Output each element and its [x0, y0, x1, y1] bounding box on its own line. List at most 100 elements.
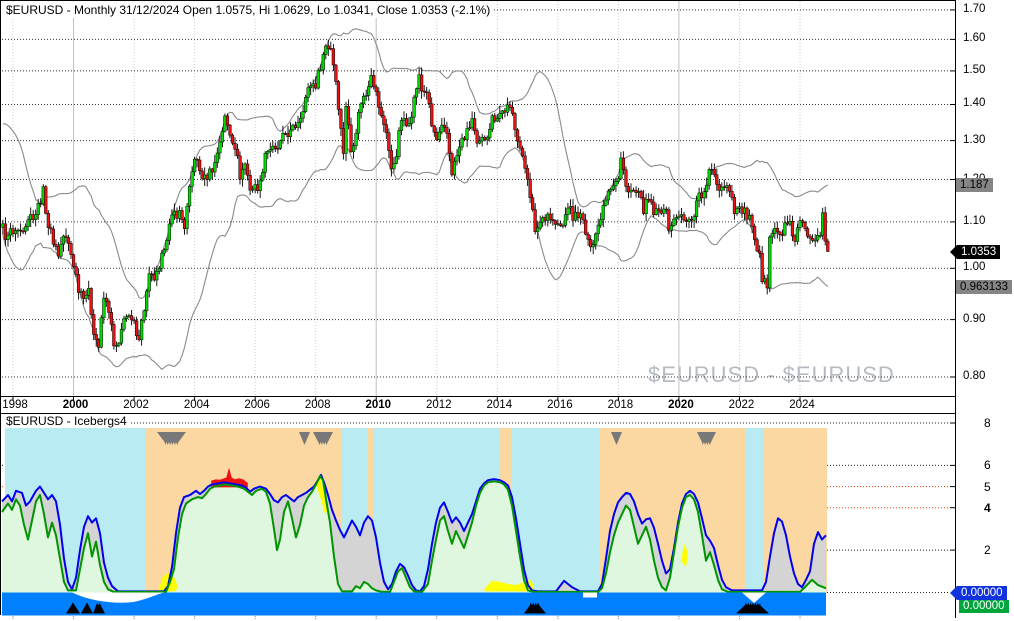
year-tick-label: 2020 — [668, 399, 694, 411]
candle-body — [818, 235, 822, 237]
price-tick-label: 0.90 — [963, 312, 986, 325]
candle-body — [129, 315, 134, 321]
candle-body — [399, 120, 404, 131]
candle-body — [755, 239, 759, 252]
candle-body — [735, 208, 739, 214]
candle-body — [525, 168, 530, 180]
candle-body — [369, 75, 373, 87]
candle-body — [760, 252, 764, 283]
candle-body — [563, 214, 568, 226]
candle-body — [404, 118, 409, 127]
serrated-down-marker-icon — [313, 432, 333, 445]
price-tick-label: 1.70 — [963, 2, 986, 15]
candle-body — [611, 185, 615, 190]
candle-body — [235, 148, 240, 157]
candle-body — [324, 45, 328, 55]
down-triangle-marker-icon — [611, 432, 622, 445]
candle-body — [321, 54, 325, 71]
candle-body — [427, 92, 431, 104]
candle-body — [339, 109, 343, 129]
candle-body — [528, 179, 532, 198]
serrated-up-marker-icon — [524, 602, 546, 614]
candle-body — [414, 88, 419, 98]
candle-body — [412, 96, 416, 118]
candle-body — [160, 252, 164, 269]
indicator-zero-tag-blue: 0.00000 — [950, 585, 1007, 600]
candle-body — [26, 219, 30, 227]
candle-body — [104, 297, 108, 302]
candle-body — [102, 297, 106, 319]
candle-body — [758, 250, 762, 254]
candle-body — [185, 205, 189, 229]
candle-body — [190, 171, 194, 187]
candle-body — [193, 158, 197, 173]
candle-body — [596, 224, 600, 235]
candle-body — [326, 45, 330, 49]
candle-body — [377, 91, 381, 108]
candle-body — [367, 86, 371, 96]
candle-body — [591, 244, 595, 248]
candle-body — [117, 342, 121, 346]
candle-body — [82, 290, 86, 299]
chart-frame — [0, 0, 956, 620]
candle-body — [813, 239, 817, 242]
candle-body — [674, 217, 679, 220]
candle-body — [750, 214, 754, 227]
candle-body — [291, 124, 295, 131]
candle-body — [44, 186, 48, 214]
candle-body — [76, 274, 81, 293]
candle-body — [452, 160, 457, 176]
candle-body — [64, 235, 68, 238]
serrated-up-marker-icon — [736, 602, 769, 614]
candle-body — [432, 125, 436, 133]
candle-body — [208, 168, 212, 180]
candle-body — [702, 191, 706, 199]
year-tick-label: 2000 — [62, 399, 89, 411]
candle-body — [140, 319, 144, 341]
candle-body — [808, 235, 812, 239]
up-triangle-marker-icon — [81, 602, 93, 614]
price-tag-arrow-icon — [950, 244, 957, 259]
candle-body — [223, 115, 227, 132]
candle-body — [682, 214, 686, 221]
candle-body — [36, 203, 40, 215]
candle-body — [245, 163, 250, 176]
year-tick-label: 2018 — [607, 399, 634, 411]
price-tick-label: 1.10 — [963, 214, 986, 227]
candle-body — [604, 199, 608, 206]
candle-body — [480, 136, 484, 142]
candle-body — [314, 83, 318, 89]
serrated-down-marker-icon — [697, 432, 716, 445]
candle-body — [639, 191, 643, 198]
candle-body — [59, 243, 63, 257]
candle-body — [669, 225, 673, 231]
candle-body — [551, 219, 555, 221]
candle-body — [536, 227, 540, 232]
candle-body — [177, 210, 182, 219]
candle-body — [233, 142, 237, 150]
candle-body — [533, 209, 537, 232]
candle-body — [109, 312, 113, 325]
candle-body — [505, 104, 510, 113]
candle-body — [218, 141, 222, 154]
candle-body — [162, 249, 166, 254]
candle-body — [165, 240, 169, 251]
candle-body — [356, 112, 361, 134]
year-tick-label: 1998 — [2, 399, 28, 411]
candle-body — [8, 228, 13, 236]
candle-body — [470, 118, 474, 129]
candle-body — [384, 124, 388, 133]
candle-body — [256, 184, 260, 191]
candle-body — [445, 126, 449, 134]
candle-body — [745, 207, 749, 220]
candle-body — [99, 317, 103, 348]
candle-body — [94, 334, 98, 340]
candle-body — [407, 123, 411, 127]
candle-body — [180, 210, 184, 220]
candle-body — [442, 124, 446, 128]
candle-body — [18, 229, 23, 232]
year-tick-label: 2024 — [789, 399, 815, 411]
year-tick-label: 2016 — [547, 399, 573, 411]
